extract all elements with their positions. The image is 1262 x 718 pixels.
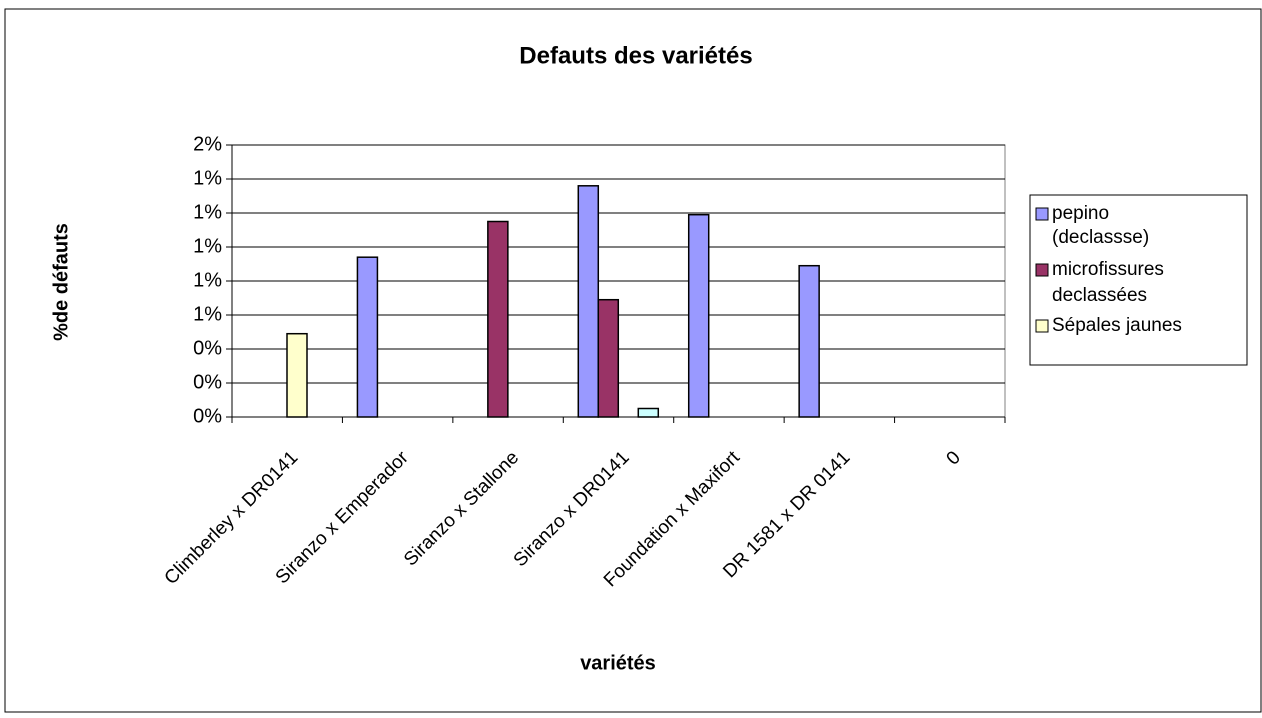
bar	[597, 298, 620, 418]
legend-label: Sépales jaunes	[1052, 315, 1182, 336]
y-tick-label: 2%	[193, 133, 222, 155]
x-axis-label: variétés	[580, 652, 656, 674]
legend-swatch	[1035, 207, 1049, 221]
bar	[487, 220, 509, 418]
legend-label: pepino (declassse)	[1052, 203, 1149, 248]
y-tick-label: 0%	[193, 405, 222, 427]
legend-label-line: pepino	[1052, 203, 1109, 224]
legend-label-line: microfissures	[1052, 259, 1164, 280]
y-tick-label: 1%	[193, 167, 222, 189]
y-tick-label: 1%	[193, 303, 222, 325]
legend-label-line: (declassse)	[1052, 227, 1149, 248]
y-tick-label: 0%	[193, 337, 222, 359]
y-axis-label: %de défauts	[50, 223, 72, 341]
legend-swatch	[1035, 263, 1049, 277]
y-tick-label: 1%	[193, 201, 222, 223]
y-tick-label: 1%	[193, 235, 222, 257]
bar	[577, 185, 600, 418]
legend-label: microfissures declassées	[1052, 259, 1164, 306]
y-tick-label: 0%	[193, 371, 222, 393]
bar	[798, 264, 820, 418]
y-tick-label: 1%	[193, 269, 222, 291]
bar	[356, 256, 379, 418]
legend-label-line: declassées	[1052, 285, 1147, 306]
bar	[286, 332, 308, 418]
legend-box	[1029, 194, 1248, 366]
bar	[687, 213, 710, 418]
legend-swatch	[1035, 319, 1049, 333]
bar	[637, 407, 660, 418]
chart-title: Defauts des variétés	[519, 42, 752, 69]
